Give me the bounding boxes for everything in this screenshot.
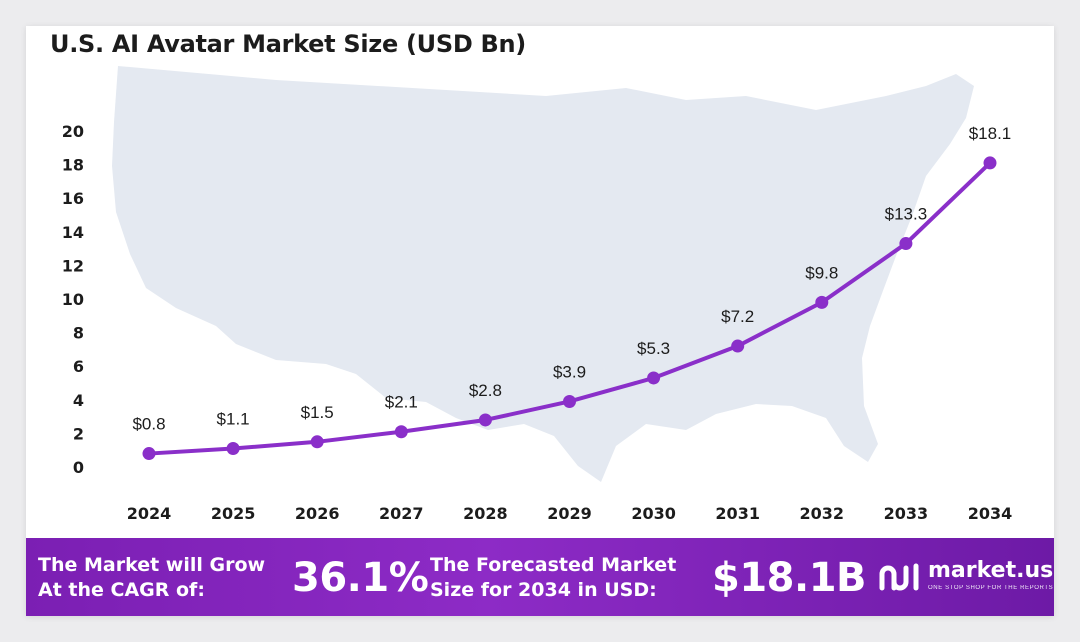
x-tick-label: 2024 xyxy=(127,504,172,523)
chart-title: U.S. AI Avatar Market Size (USD Bn) xyxy=(50,30,526,58)
data-label: $5.3 xyxy=(637,339,670,358)
x-tick-label: 2025 xyxy=(211,504,256,523)
forecast-value: $18.1B xyxy=(712,555,867,601)
data-point xyxy=(731,339,745,353)
data-label: $3.9 xyxy=(553,362,586,381)
data-point xyxy=(899,237,913,251)
x-tick-label: 2029 xyxy=(547,504,592,523)
y-tick-label: 8 xyxy=(73,324,84,343)
y-tick-label: 6 xyxy=(73,357,84,376)
data-label: $13.3 xyxy=(885,205,928,224)
y-axis-ticks: 0 2 4 6 8 10 12 14 16 18 20 xyxy=(62,122,84,477)
x-tick-label: 2028 xyxy=(463,504,508,523)
x-tick-label: 2033 xyxy=(884,504,929,523)
y-tick-label: 2 xyxy=(73,424,84,443)
data-label: $18.1 xyxy=(969,124,1012,143)
data-point xyxy=(815,295,829,309)
market-us-logo: market.us ONE STOP SHOP FOR THE REPORTS xyxy=(878,558,1054,598)
data-label: $9.8 xyxy=(805,263,838,282)
x-tick-label: 2031 xyxy=(715,504,760,523)
data-point xyxy=(394,425,408,439)
data-label: $1.1 xyxy=(217,410,250,429)
x-axis-ticks: 2024 2025 2026 2027 2028 2029 2030 2031 2032 2033… xyxy=(127,504,1013,523)
data-label: $2.8 xyxy=(469,381,502,400)
data-label: $2.1 xyxy=(385,393,418,412)
y-tick-label: 4 xyxy=(73,391,84,410)
y-tick-label: 12 xyxy=(62,256,84,275)
y-tick-label: 16 xyxy=(62,189,84,208)
data-point xyxy=(983,156,997,170)
logo-tagline: ONE STOP SHOP FOR THE REPORTS xyxy=(928,585,1054,591)
us-map-shape xyxy=(112,66,974,482)
us-map-background xyxy=(112,66,974,482)
data-point xyxy=(478,413,492,427)
forecast-label: The Forecasted Market Size for 2034 in U… xyxy=(430,554,677,601)
x-tick-label: 2027 xyxy=(379,504,424,523)
series-points xyxy=(142,156,997,461)
data-point xyxy=(647,371,661,385)
data-point xyxy=(310,435,324,449)
x-tick-label: 2034 xyxy=(968,504,1013,523)
cagr-label: The Market will Grow At the CAGR of: xyxy=(38,554,266,601)
cagr-value: 36.1% xyxy=(292,555,429,601)
data-point xyxy=(563,394,576,408)
data-labels: $0.8 $1.1 $1.5 $2.1 $2.8 $3.9 $5.3 $7.2 $9.8 $13.… xyxy=(132,124,1011,434)
y-tick-label: 20 xyxy=(62,122,84,141)
y-tick-label: 18 xyxy=(62,156,84,175)
y-tick-label: 0 xyxy=(73,458,84,477)
x-tick-label: 2032 xyxy=(800,504,845,523)
chart-card: 0 2 4 6 8 10 12 14 16 18 20 2024 2025 2026 2027 2028 20… xyxy=(26,26,1054,616)
summary-banner: The Market will Grow At the CAGR of: 36.… xyxy=(26,538,1054,616)
data-label: $1.5 xyxy=(301,403,334,422)
x-tick-label: 2026 xyxy=(295,504,340,523)
x-tick-label: 2030 xyxy=(631,504,676,523)
y-tick-label: 10 xyxy=(62,290,84,309)
data-label: $7.2 xyxy=(721,307,754,326)
market-us-logo-icon xyxy=(879,563,919,591)
y-tick-label: 14 xyxy=(62,223,84,242)
data-point xyxy=(142,447,156,461)
data-point xyxy=(226,442,240,456)
data-label: $0.8 xyxy=(132,415,165,434)
logo-name: market.us xyxy=(928,558,1054,583)
